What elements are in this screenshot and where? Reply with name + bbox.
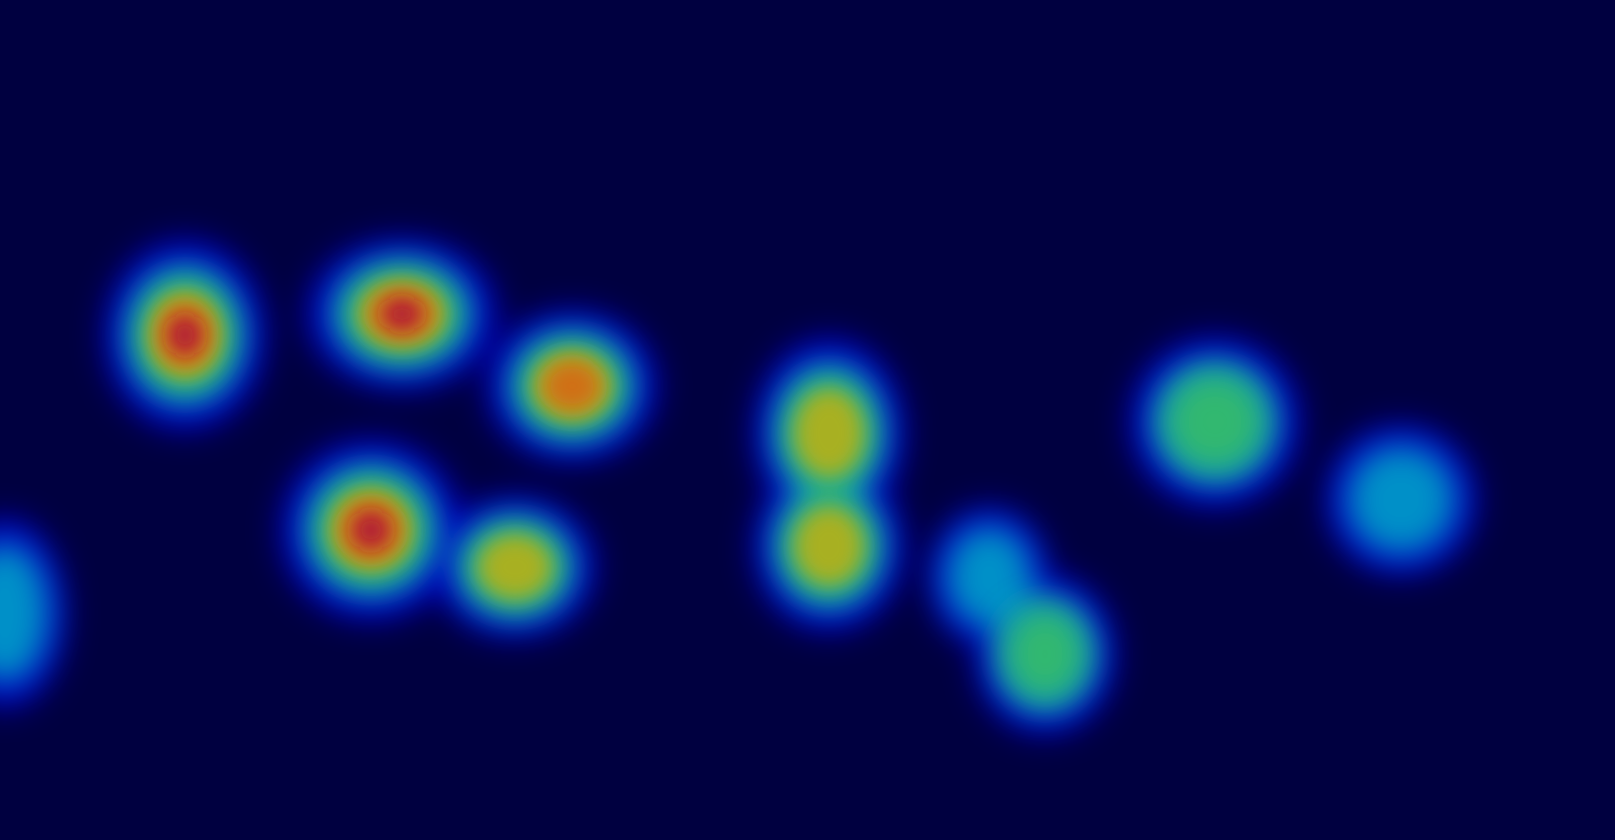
hotspot <box>1164 371 1266 473</box>
hotspot <box>794 506 864 586</box>
hotspot <box>543 360 601 412</box>
hotspot <box>0 542 50 684</box>
hotspot <box>1003 606 1087 702</box>
hotspot <box>383 299 421 329</box>
heat-layer <box>169 299 421 548</box>
hotspots <box>0 239 1476 734</box>
hotspot <box>944 525 1034 629</box>
hotspot <box>478 534 552 600</box>
hotspot <box>1345 444 1457 556</box>
hotspot <box>794 389 864 477</box>
hotspot <box>353 512 389 548</box>
hotspot <box>169 316 201 354</box>
